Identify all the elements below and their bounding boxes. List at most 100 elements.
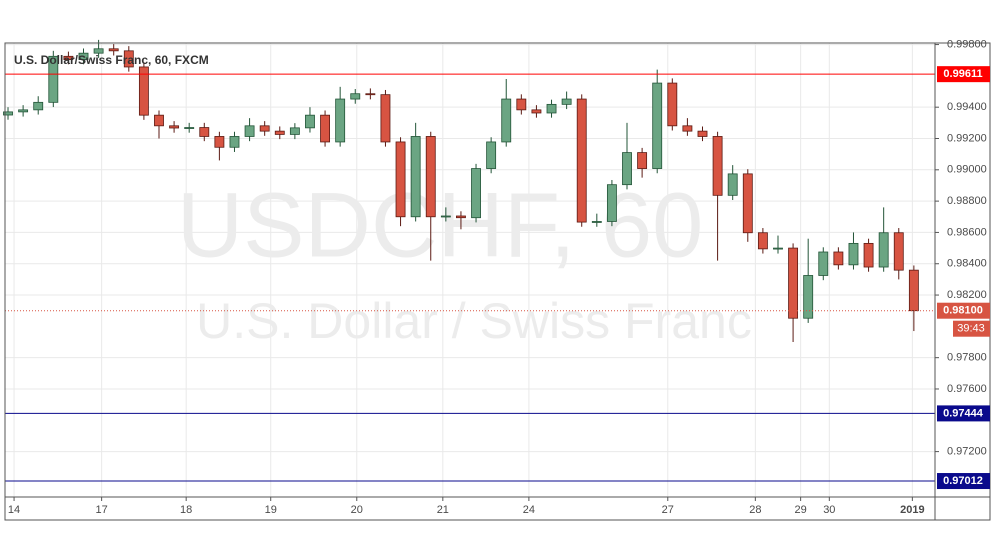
candle-body (3, 111, 13, 116)
y-tick-label: 0.99400 (947, 101, 987, 113)
candle-body (350, 93, 361, 100)
candle-body (380, 94, 391, 143)
x-tick-label: 28 (749, 504, 761, 516)
candle-body (18, 109, 29, 113)
candle-body (848, 242, 859, 266)
current-price-label: 0.98100 (943, 305, 983, 317)
candle-body (667, 82, 678, 127)
candle-body (456, 215, 466, 219)
candle-body (773, 247, 783, 250)
plot (3, 39, 935, 482)
candle-body (138, 66, 149, 116)
candle-body (622, 152, 632, 186)
candle-body (893, 232, 904, 271)
frame (4, 42, 991, 521)
candle-body (908, 269, 919, 312)
candle-body (335, 98, 346, 143)
x-tick-label: 2019 (900, 504, 924, 516)
watermark-symbol: USDCHF, 60 (177, 174, 704, 276)
candle-body (788, 247, 799, 319)
candle-body (606, 184, 617, 222)
candle-body (531, 109, 542, 114)
x-tick-label: 30 (823, 504, 835, 516)
candle-body (471, 168, 481, 219)
x-tick-label: 24 (523, 504, 535, 516)
y-tick-label: 0.97800 (947, 352, 987, 364)
candle-body (863, 242, 874, 268)
level-label: 0.97012 (943, 475, 983, 487)
candle-body (561, 98, 572, 105)
y-tick-label: 0.98400 (947, 258, 987, 270)
candle-body (833, 251, 844, 266)
x-tick-label: 29 (795, 504, 807, 516)
candle-body (803, 275, 814, 319)
level-label-box (937, 405, 990, 422)
x-tick-label: 14 (8, 504, 20, 516)
candle-body (184, 127, 195, 129)
x-tick-label: 17 (95, 504, 107, 516)
x-tick-label: 20 (351, 504, 363, 516)
y-tick-label: 0.97600 (947, 383, 987, 395)
candle-body (591, 221, 602, 223)
candle-body (697, 130, 708, 137)
candle-body (33, 101, 44, 111)
candle-body (682, 125, 693, 132)
candle-body (169, 125, 180, 129)
y-tick-label: 0.98800 (947, 195, 987, 207)
x-tick-label: 18 (180, 504, 192, 516)
y-tick-label: 0.97200 (947, 446, 987, 458)
countdown: 39:43 (957, 323, 985, 335)
axes: 0.99800 0.99400 0.99200 0.99000 0.98800 0.986… (8, 38, 990, 516)
y-tick-label: 0.99800 (947, 38, 987, 50)
x-tick-label: 21 (437, 504, 449, 516)
candle-body (229, 136, 240, 148)
level-label: 0.97444 (943, 407, 984, 419)
candle-body (63, 55, 74, 60)
candle-body (123, 50, 134, 68)
y-tick-label: 0.98600 (947, 226, 987, 238)
chart-title: U.S. Dollar/Swiss Franc, 60, FXCM (14, 53, 209, 67)
candle-body (818, 251, 829, 276)
level-label-box (937, 66, 990, 83)
candle-body (154, 114, 164, 127)
candle-body (365, 93, 376, 96)
x-tick-label: 27 (662, 504, 674, 516)
candle-body (305, 114, 315, 129)
candle-body (727, 173, 738, 196)
candle-body (425, 136, 436, 218)
candle-body (742, 173, 753, 234)
y-tick-label: 0.98200 (947, 289, 987, 301)
candle-body (199, 127, 210, 137)
y-tick-label: 0.99000 (947, 164, 987, 176)
candle-body (395, 141, 406, 218)
candle-body (320, 114, 330, 143)
countdown-box (953, 320, 990, 337)
level-label: 0.99611 (943, 68, 982, 80)
current-price-box (937, 302, 990, 319)
candle-body (93, 48, 104, 54)
candle-body (576, 98, 587, 223)
candle-body (244, 125, 255, 137)
candle-body (516, 98, 527, 111)
x-tick-label: 19 (265, 504, 277, 516)
candle-body (486, 141, 497, 169)
candle-body (214, 136, 225, 148)
candle-body (712, 136, 723, 196)
watermark-name: U.S. Dollar / Swiss Franc (196, 293, 752, 349)
candle-body (410, 136, 421, 218)
candle-body (757, 232, 768, 250)
candle-body (274, 130, 285, 135)
candle-body (878, 232, 889, 268)
y-tick-label: 0.99200 (947, 132, 987, 144)
candle-body (440, 215, 451, 218)
candle-body (78, 52, 89, 60)
candle-body (108, 48, 119, 52)
candle-body (501, 98, 512, 143)
level-label-box (937, 473, 990, 490)
candle-body (637, 152, 648, 169)
grid (5, 43, 935, 497)
candle-body (652, 82, 663, 169)
candle-body (259, 125, 270, 132)
